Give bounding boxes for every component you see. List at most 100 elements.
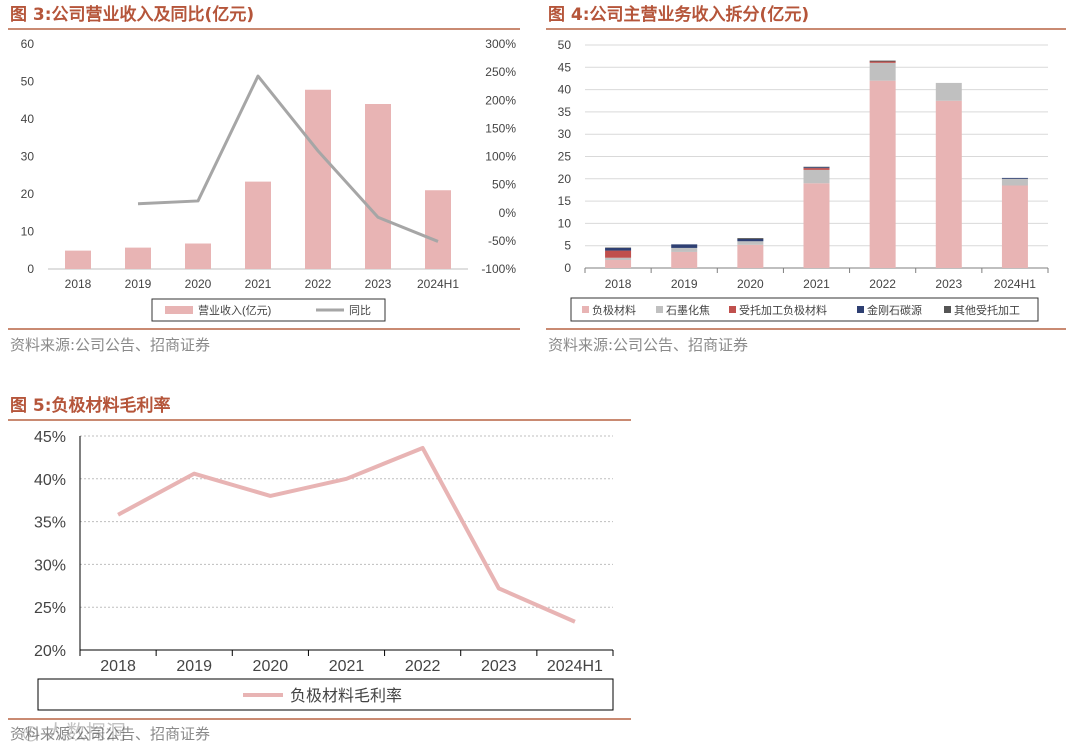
chart1-legend-swatch-revenue (165, 306, 193, 314)
chart1-x-tick-label: 2019 (125, 277, 152, 291)
chart2-bar-anode (671, 251, 698, 268)
chart2-bar-graphitized-coke (803, 169, 830, 184)
figure-5-bottom-rule (8, 718, 631, 720)
chart1-left-tick-label: 50 (21, 75, 35, 89)
chart3-legend-box (37, 678, 614, 711)
chart2-legend-swatch (582, 306, 589, 313)
chart2-bar-diamond-carbon (671, 244, 698, 248)
figure-5-top-rule (8, 419, 631, 421)
chart2-legend-swatch (944, 306, 951, 313)
chart2-legend-label: 其他受托加工 (954, 303, 1020, 317)
chart2-bar-contract-anode (605, 250, 632, 258)
chart2-legend-label: 金刚石碳源 (867, 303, 922, 317)
chart2-legend-swatch (656, 306, 663, 313)
chart2-y-tick-label: 45 (558, 60, 572, 74)
chart1-revenue-bar (125, 247, 151, 269)
chart2-bar-diamond-carbon (737, 239, 764, 242)
chart1-right-tick-label: 200% (485, 93, 516, 107)
chart2-y-tick-label: 15 (558, 194, 572, 208)
chart1-x-tick-label: 2018 (65, 277, 92, 291)
chart3-x-tick-label: 2018 (100, 658, 136, 675)
chart3-y-tick-label: 40% (34, 472, 66, 489)
chart2-x-tick-label: 2019 (671, 277, 698, 291)
chart2-legend-swatch (857, 306, 864, 313)
chart2-bar-anode (1001, 185, 1028, 268)
chart1-x-tick-label: 2020 (185, 277, 212, 291)
chart1-x-tick-label: 2024H1 (417, 277, 459, 291)
chart1-x-tick-label: 2021 (245, 277, 272, 291)
chart3-y-tick-label: 30% (34, 557, 66, 574)
chart2-bar-anode (935, 100, 962, 268)
chart3-x-tick-label: 2021 (329, 658, 365, 675)
chart1-right-tick-label: 250% (485, 65, 516, 79)
figure-3-top-rule (8, 28, 520, 30)
chart1-legend-revenue: 营业收入(亿元) (198, 303, 271, 317)
chart2-y-tick-label: 5 (564, 239, 571, 253)
figure-5-source: 资料来源:公司公告、招商证券 (10, 725, 211, 743)
figure-4-bottom-rule (546, 328, 1066, 330)
chart2-bar-contract-anode (803, 168, 830, 170)
chart1-left-tick-label: 30 (21, 150, 35, 164)
chart2-bar-graphitized-coke (737, 241, 764, 245)
figure-3-source: 资料来源:公司公告、招商证券 (10, 336, 211, 354)
chart2-y-tick-label: 20 (558, 172, 572, 186)
chart2-bar-contract-anode (869, 61, 896, 63)
chart2-legend-label: 石墨化焦 (666, 303, 710, 317)
chart1-right-tick-label: 100% (485, 150, 516, 164)
chart3-x-tick-label: 2020 (253, 658, 289, 675)
chart1-right-tick-label: 0% (499, 206, 517, 220)
figure-4-title: 图 4:公司主营业务收入拆分(亿元) (548, 5, 810, 25)
chart2-legend-swatch (729, 306, 736, 313)
chart2-x-tick-label: 2022 (869, 277, 896, 291)
chart1-revenue-bar (425, 190, 451, 269)
watermark: ◎ 人数探洞 (22, 720, 126, 744)
figure-3-title: 图 3:公司营业收入及同比(亿元) (10, 5, 255, 25)
chart1-right-tick-label: 300% (485, 37, 516, 51)
chart1-right-tick-label: -100% (481, 262, 516, 276)
chart1-revenue-bar (305, 89, 331, 269)
chart3-y-tick-label: 20% (34, 643, 66, 660)
chart1-left-tick-label: 20 (21, 187, 35, 201)
chart2-bar-graphitized-coke (605, 257, 632, 260)
figure-3-bottom-rule (8, 328, 520, 330)
chart2-bar-graphitized-coke (1001, 178, 1028, 186)
chart2-x-tick-label: 2024H1 (994, 277, 1036, 291)
chart2-bar-other-contract (869, 60, 896, 62)
chart1-right-tick-label: 50% (492, 178, 516, 192)
chart2-y-tick-label: 50 (558, 38, 572, 52)
chart2-x-tick-label: 2023 (935, 277, 962, 291)
chart2-x-tick-label: 2020 (737, 277, 764, 291)
chart2-bar-anode (869, 80, 896, 269)
chart3-y-tick-label: 45% (34, 429, 66, 446)
figure-4-source: 资料来源:公司公告、招商证券 (548, 336, 749, 354)
chart2-legend-box (570, 297, 1039, 322)
chart3-x-tick-label: 2019 (176, 658, 212, 675)
chart2-y-tick-label: 0 (564, 261, 571, 275)
chart2-legend-label: 受托加工负极材料 (739, 303, 827, 317)
chart1-right-tick-label: 150% (485, 121, 516, 135)
chart3-x-tick-label: 2022 (405, 658, 441, 675)
chart1-revenue-bar (185, 243, 211, 269)
chart1-left-tick-label: 10 (21, 225, 35, 239)
chart1-left-tick-label: 60 (21, 37, 35, 51)
chart1-revenue-bar (365, 104, 391, 269)
chart1-revenue-bar (245, 181, 271, 269)
chart3-y-tick-label: 25% (34, 600, 66, 617)
chart2-y-tick-label: 10 (558, 216, 572, 230)
chart1-legend-yoy: 同比 (349, 304, 371, 317)
chart2-y-tick-label: 35 (558, 105, 572, 119)
chart2-legend-label: 负极材料 (592, 303, 636, 317)
chart1-x-tick-label: 2023 (365, 277, 392, 291)
chart2-bar-anode (737, 244, 764, 268)
chart2-bar-graphitized-coke (671, 247, 698, 252)
chart2-bar-graphitized-coke (935, 82, 962, 101)
chart2-y-tick-label: 30 (558, 127, 572, 141)
chart2-bar-diamond-carbon (1001, 177, 1028, 179)
chart1-left-tick-label: 0 (27, 262, 34, 276)
chart2-x-tick-label: 2021 (803, 277, 830, 291)
chart2-bar-graphitized-coke (869, 62, 896, 81)
chart3-x-tick-label: 2023 (481, 658, 517, 675)
chart2-y-tick-label: 25 (558, 150, 572, 164)
chart2-bar-other-contract (737, 238, 764, 240)
